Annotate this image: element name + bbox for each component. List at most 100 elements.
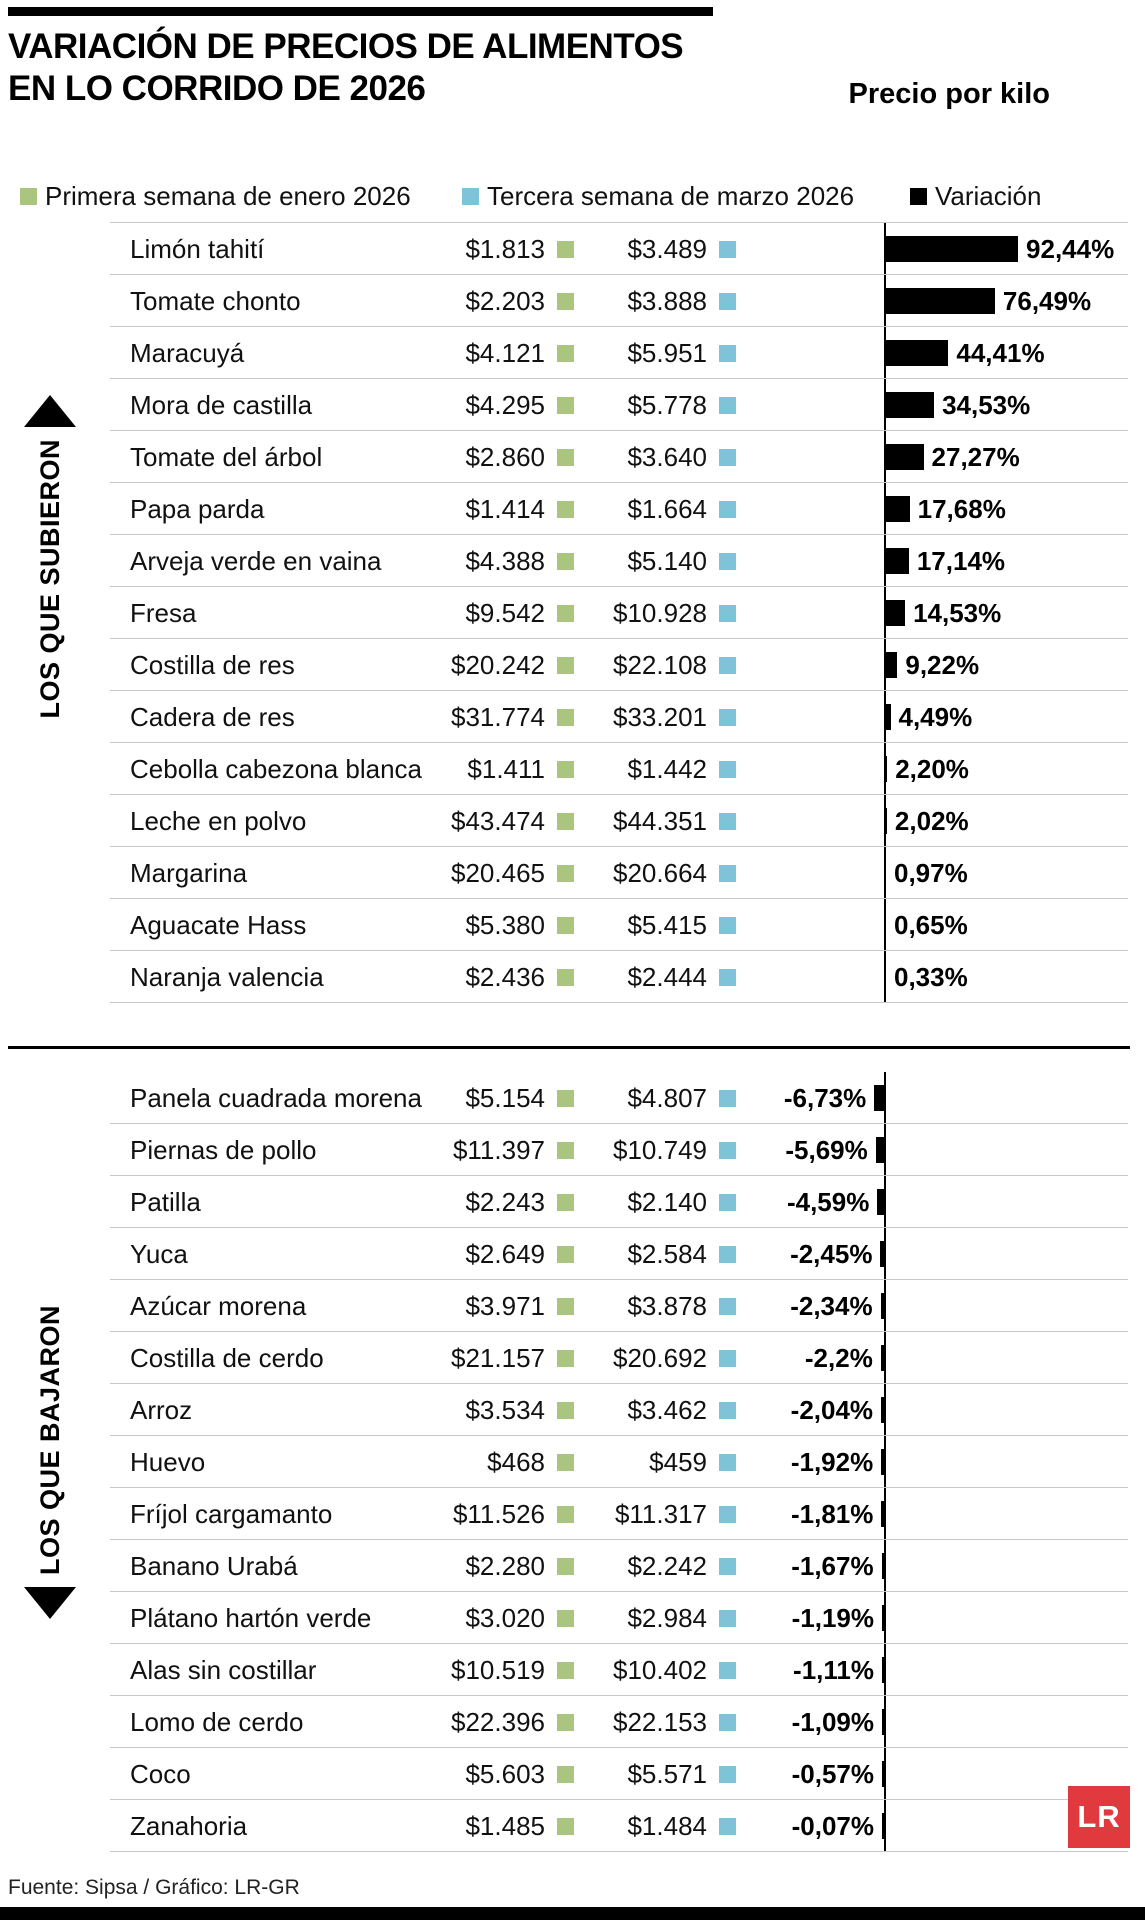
table-row: Banano Urabá $2.280 $2.242 -1,67% [110, 1540, 1128, 1592]
variation-bar [884, 548, 909, 574]
price-first-week-january: $2.649 [465, 1239, 545, 1269]
item-name: Arroz [130, 1395, 193, 1425]
variation-percent: -2,2% [804, 1343, 873, 1373]
january-marker-icon [557, 761, 574, 778]
table-row: Lomo de cerdo $22.396 $22.153 -1,09% [110, 1696, 1128, 1748]
variation-bar [884, 912, 886, 938]
table-row: Tomate chonto $2.203 $3.888 76,49% [110, 275, 1128, 327]
price-third-week-march: $22.153 [613, 1707, 707, 1737]
table-row: Arveja verde en vaina $4.388 $5.140 17,14% [110, 535, 1128, 587]
variation-percent: 27,27% [931, 442, 1020, 472]
side-label-bajaron: LOS QUE BAJARON [8, 1072, 92, 1852]
table-row: Costilla de cerdo $21.157 $20.692 -2,2% [110, 1332, 1128, 1384]
table-row: Naranja valencia $2.436 $2.444 0,33% [110, 951, 1128, 1003]
march-marker-icon [719, 293, 736, 310]
price-third-week-march: $5.571 [627, 1759, 707, 1789]
variation-percent: -2,45% [790, 1239, 873, 1269]
variation-bar [884, 704, 891, 730]
price-third-week-march: $11.317 [614, 1499, 707, 1529]
variation-bar [884, 496, 910, 522]
price-third-week-march: $5.951 [627, 338, 707, 368]
january-marker-icon [557, 449, 574, 466]
item-name: Piernas de pollo [130, 1135, 317, 1165]
item-name: Coco [130, 1759, 191, 1789]
page-title-line1: VARIACIÓN DE PRECIOS DE ALIMENTOS [8, 27, 684, 66]
source-credit: Fuente: Sipsa / Gráfico: LR-GR [8, 1876, 300, 1899]
january-marker-icon [557, 1610, 574, 1627]
january-marker-icon [557, 1246, 574, 1263]
variation-percent: 92,44% [1026, 234, 1115, 264]
price-first-week-january: $5.154 [465, 1083, 545, 1113]
variation-bar [881, 1397, 884, 1423]
price-first-week-january: $1.485 [465, 1811, 545, 1841]
price-first-week-january: $43.474 [451, 806, 545, 836]
january-marker-icon [557, 865, 574, 882]
table-row: Limón tahití $1.813 $3.489 92,44% [110, 223, 1128, 275]
january-marker-icon [557, 1714, 574, 1731]
item-name: Cadera de res [130, 702, 295, 732]
march-marker-icon [719, 1662, 736, 1679]
arrow-up-icon [24, 395, 76, 428]
january-marker-icon [557, 605, 574, 622]
item-name: Arveja verde en vaina [130, 546, 382, 576]
january-marker-icon [557, 293, 574, 310]
january-marker-icon [557, 917, 574, 934]
table-row: Cebolla cabezona blanca $1.411 $1.442 2,20% [110, 743, 1128, 795]
item-name: Fríjol cargamanto [130, 1499, 333, 1529]
table-row: Maracuyá $4.121 $5.951 44,41% [110, 327, 1128, 379]
january-marker-icon [557, 1194, 574, 1211]
section-divider [8, 1046, 1130, 1049]
table-row: Fresa $9.542 $10.928 14,53% [110, 587, 1128, 639]
variation-bar [884, 964, 886, 990]
variation-bar [880, 1345, 884, 1371]
legend: Primera semana de enero 2026 Tercera sem… [0, 176, 1145, 216]
price-third-week-march: $5.415 [627, 910, 707, 940]
item-name: Tomate del árbol [130, 442, 323, 472]
item-name: Leche en polvo [130, 806, 307, 836]
green-swatch-icon [20, 187, 37, 205]
variation-bar [882, 1813, 884, 1839]
item-name: Yuca [130, 1239, 188, 1269]
price-first-week-january: $20.465 [451, 858, 545, 888]
black-swatch-icon [910, 187, 927, 205]
variation-bar [884, 652, 898, 678]
variation-percent: -0,07% [791, 1811, 874, 1841]
table-row: Zanahoria $1.485 $1.484 -0,07% [110, 1800, 1128, 1852]
legend-item-january: Primera semana de enero 2026 [20, 176, 411, 216]
price-first-week-january: $1.411 [467, 754, 545, 784]
price-first-week-january: $468 [487, 1447, 545, 1477]
price-first-week-january: $11.397 [452, 1135, 545, 1165]
table-row: Leche en polvo $43.474 $44.351 2,02% [110, 795, 1128, 847]
price-first-week-january: $9.542 [465, 598, 545, 628]
table-row: Cadera de res $31.774 $33.201 4,49% [110, 691, 1128, 743]
march-marker-icon [719, 1506, 736, 1523]
price-third-week-march: $2.444 [627, 962, 707, 992]
price-first-week-january: $3.534 [465, 1395, 545, 1425]
bar-axis-line [884, 1072, 886, 1852]
variation-bar [882, 1709, 884, 1735]
price-first-week-january: $4.388 [465, 546, 545, 576]
table-row: Plátano hartón verde $3.020 $2.984 -1,19% [110, 1592, 1128, 1644]
january-marker-icon [557, 1142, 574, 1159]
item-name: Costilla de cerdo [130, 1343, 324, 1373]
march-marker-icon [719, 1142, 736, 1159]
page-title: VARIACIÓN DE PRECIOS DE ALIMENTOS EN LO … [8, 26, 684, 110]
table-row: Yuca $2.649 $2.584 -2,45% [110, 1228, 1128, 1280]
table-row: Aguacate Hass $5.380 $5.415 0,65% [110, 899, 1128, 951]
item-name: Lomo de cerdo [130, 1707, 304, 1737]
march-marker-icon [719, 397, 736, 414]
item-name: Huevo [130, 1447, 206, 1477]
item-name: Mora de castilla [130, 390, 313, 420]
march-marker-icon [719, 1454, 736, 1471]
table-row: Mora de castilla $4.295 $5.778 34,53% [110, 379, 1128, 431]
january-marker-icon [557, 1662, 574, 1679]
item-name: Costilla de res [130, 650, 295, 680]
item-name: Banano Urabá [130, 1551, 298, 1581]
variation-percent: 76,49% [1002, 286, 1092, 316]
table-row: Panela cuadrada morena $5.154 $4.807 -6,73% [110, 1072, 1128, 1124]
side-label-text: LOS QUE BAJARON [34, 1304, 65, 1576]
legend-label-january: Primera semana de enero 2026 [45, 180, 411, 211]
side-label-subieron: LOS QUE SUBIERON [8, 222, 92, 1002]
march-marker-icon [719, 1714, 736, 1731]
price-unit-label: Precio por kilo [848, 78, 1050, 110]
